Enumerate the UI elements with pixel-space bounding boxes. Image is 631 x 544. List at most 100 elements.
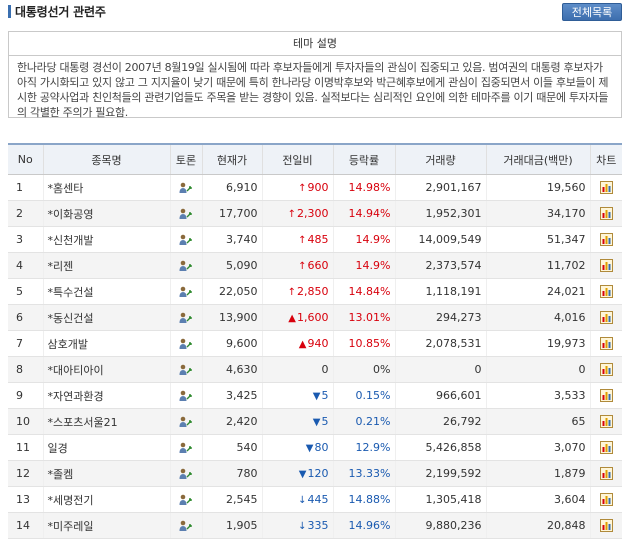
bar-chart-icon[interactable] [599, 363, 613, 377]
change-value: 120 [307, 467, 329, 480]
bar-chart-icon[interactable] [599, 415, 613, 429]
row-number: 3 [8, 226, 43, 253]
change-value: 660 [307, 259, 329, 272]
current-price: 4,630 [201, 356, 262, 383]
row-number: 11 [8, 434, 43, 461]
discussion-icon[interactable] [179, 234, 193, 246]
price-change: ↑485 [261, 226, 333, 253]
stock-name-link[interactable]: *특수건설 [42, 278, 170, 305]
discussion-icon[interactable] [179, 286, 193, 298]
trading-amount: 1,879 [485, 460, 590, 487]
discussion-icon[interactable] [179, 312, 193, 324]
bar-chart-icon[interactable] [599, 285, 613, 299]
row-number: 2 [8, 200, 43, 227]
change-arrow-icon: ↑ [298, 261, 307, 272]
current-price: 780 [201, 460, 262, 487]
table-header-row: No 종목명 토론 현재가 전일비 등락률 거래량 거래대금(백만) 차트 [8, 144, 622, 175]
discussion-icon[interactable] [179, 494, 193, 506]
row-number: 8 [8, 356, 43, 383]
discussion-icon[interactable] [179, 520, 193, 532]
trading-volume: 1,952,301 [394, 200, 486, 227]
change-rate: 14.88% [332, 486, 395, 513]
bar-chart-icon[interactable] [599, 389, 613, 403]
stock-name-link[interactable]: *신천개발 [42, 226, 170, 253]
stock-name-link[interactable]: 삼호개발 [42, 330, 170, 357]
chart-cell [589, 174, 622, 201]
trading-amount: 19,973 [485, 330, 590, 357]
change-rate: 0.21% [332, 408, 395, 435]
discussion-cell [169, 226, 202, 253]
row-number: 4 [8, 252, 43, 279]
change-rate: 12.9% [332, 434, 395, 461]
stock-table: No 종목명 토론 현재가 전일비 등락률 거래량 거래대금(백만) 차트 1 *… [8, 143, 622, 539]
row-number: 6 [8, 304, 43, 331]
stock-name-link[interactable]: *졸켐 [42, 460, 170, 487]
current-price: 2,420 [201, 408, 262, 435]
discussion-icon[interactable] [179, 364, 193, 376]
discussion-icon[interactable] [179, 416, 193, 428]
trading-volume: 1,118,191 [394, 278, 486, 305]
discussion-icon[interactable] [179, 468, 193, 480]
bar-chart-icon[interactable] [599, 311, 613, 325]
trading-amount: 65 [485, 408, 590, 435]
theme-heading: 테마 설명 [9, 32, 621, 56]
change-arrow-icon: ▼ [305, 443, 314, 454]
theme-description-box: 테마 설명 한나라당 대통령 경선이 2007년 8월19일 실시됨에 따라 후… [8, 31, 622, 119]
bar-chart-icon[interactable] [599, 493, 613, 507]
discussion-icon[interactable] [179, 260, 193, 272]
trading-amount: 24,021 [485, 278, 590, 305]
stock-name-link[interactable]: 일경 [42, 434, 170, 461]
page-title: 대통령선거 관련주 [15, 5, 106, 19]
price-change: ↓445 [261, 486, 333, 513]
change-arrow-icon: ↑ [298, 235, 307, 246]
bar-chart-icon[interactable] [599, 519, 613, 533]
stock-name-link[interactable]: *스포츠서울21 [42, 408, 170, 435]
bar-chart-icon[interactable] [599, 337, 613, 351]
discussion-icon[interactable] [179, 442, 193, 454]
bar-chart-icon[interactable] [599, 181, 613, 195]
bar-chart-icon[interactable] [599, 233, 613, 247]
discussion-cell [169, 434, 202, 461]
row-number: 9 [8, 382, 43, 409]
row-number: 7 [8, 330, 43, 357]
current-price: 3,425 [201, 382, 262, 409]
trading-amount: 11,702 [485, 252, 590, 279]
discussion-icon[interactable] [179, 338, 193, 350]
trading-volume: 966,601 [394, 382, 486, 409]
trading-volume: 2,078,531 [394, 330, 486, 357]
bar-chart-icon[interactable] [599, 467, 613, 481]
change-value: 940 [307, 337, 329, 350]
stock-name-link[interactable]: *자연과환경 [42, 382, 170, 409]
stock-name-link[interactable]: *리젠 [42, 252, 170, 279]
trading-amount: 3,604 [485, 486, 590, 513]
bar-chart-icon[interactable] [599, 441, 613, 455]
stock-name-link[interactable]: *대아티아이 [42, 356, 170, 383]
bar-chart-icon[interactable] [599, 207, 613, 221]
stock-name-link[interactable]: *홈센타 [42, 174, 170, 201]
change-rate: 14.84% [332, 278, 395, 305]
trading-amount: 3,070 [485, 434, 590, 461]
trading-volume: 9,880,236 [394, 512, 486, 539]
row-number: 13 [8, 486, 43, 513]
chart-cell [589, 434, 622, 461]
trading-amount: 0 [485, 356, 590, 383]
discussion-icon[interactable] [179, 208, 193, 220]
discussion-icon[interactable] [179, 182, 193, 194]
stock-name-link[interactable]: *이화공영 [42, 200, 170, 227]
all-list-button[interactable]: 전체목록 [562, 3, 622, 21]
change-value: 485 [307, 233, 329, 246]
discussion-icon[interactable] [179, 390, 193, 402]
row-number: 5 [8, 278, 43, 305]
stock-name-link[interactable]: *미주레일 [42, 512, 170, 539]
change-value: 335 [307, 519, 329, 532]
change-arrow-icon: ▲ [288, 313, 296, 324]
bar-chart-icon[interactable] [599, 259, 613, 273]
chart-cell [589, 356, 622, 383]
stock-name-link[interactable]: *동신건설 [42, 304, 170, 331]
current-price: 17,700 [201, 200, 262, 227]
trading-volume: 26,792 [394, 408, 486, 435]
stock-name-link[interactable]: *세명전기 [42, 486, 170, 513]
col-name-header: 종목명 [42, 144, 170, 175]
change-arrow-icon: ▲ [298, 339, 307, 350]
change-arrow-icon: ▼ [312, 417, 321, 428]
